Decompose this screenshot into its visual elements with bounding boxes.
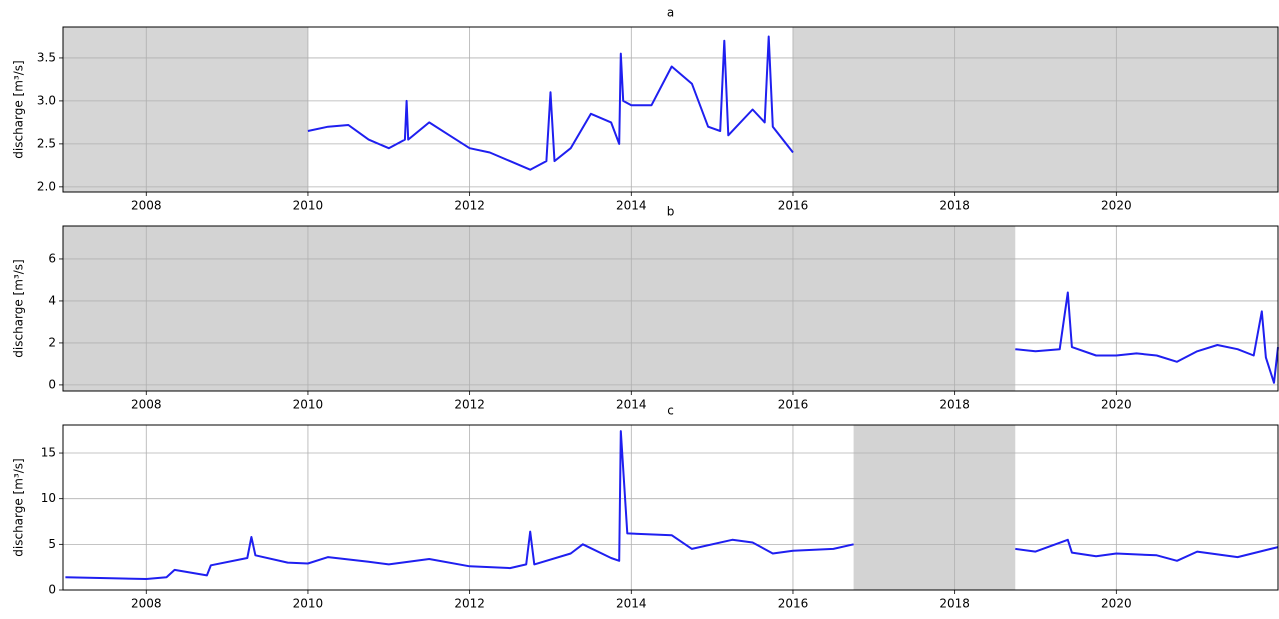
x-tick-label: 2014 (616, 398, 647, 412)
axes-frame (62, 225, 1279, 392)
x-tick-label: 2016 (778, 398, 809, 412)
y-tick-label: 10 (41, 491, 56, 505)
x-tick-label: 2008 (131, 597, 162, 611)
y-tick-label: 15 (41, 446, 56, 460)
x-tick-label: 2012 (454, 597, 485, 611)
y-tick-label: 0 (48, 583, 56, 597)
panel-title: c (667, 404, 674, 418)
y-tick-label: 4 (48, 293, 56, 307)
shaded-span (63, 27, 308, 192)
y-tick-label: 0 (48, 377, 56, 391)
axes-frame (62, 26, 1279, 193)
shaded-span (792, 27, 1278, 192)
shaded-span (853, 425, 1016, 590)
x-tick-label: 2016 (778, 597, 809, 611)
data-line (65, 430, 1279, 580)
x-tick-label: 2010 (293, 398, 324, 412)
y-axis-label: discharge [m³/s] (12, 458, 26, 556)
x-tick-label: 2018 (939, 597, 970, 611)
data-line (1015, 291, 1279, 384)
x-tick-label: 2014 (616, 199, 647, 213)
x-tick-label: 2008 (131, 199, 162, 213)
data-line (307, 35, 794, 171)
panel-title: a (667, 6, 674, 20)
y-tick-label: 6 (48, 251, 56, 265)
x-tick-label: 2020 (1101, 398, 1132, 412)
shaded-span (63, 226, 1016, 391)
y-tick-label: 3.0 (37, 93, 56, 107)
x-tick-label: 2014 (616, 597, 647, 611)
x-tick-label: 2020 (1101, 199, 1132, 213)
y-axis-label: discharge [m³/s] (12, 60, 26, 158)
panel-title: b (667, 205, 675, 219)
x-tick-label: 2018 (939, 199, 970, 213)
y-tick-label: 2.5 (37, 136, 56, 150)
x-tick-label: 2016 (778, 199, 809, 213)
x-tick-label: 2012 (454, 398, 485, 412)
axes-frame (62, 424, 1279, 591)
x-tick-label: 2010 (293, 199, 324, 213)
y-tick-label: 5 (48, 537, 56, 551)
x-tick-label: 2008 (131, 398, 162, 412)
x-tick-label: 2020 (1101, 597, 1132, 611)
x-tick-label: 2018 (939, 398, 970, 412)
y-tick-label: 2.0 (37, 179, 56, 193)
y-axis-label: discharge [m³/s] (12, 259, 26, 357)
x-tick-label: 2012 (454, 199, 485, 213)
y-tick-label: 3.5 (37, 50, 56, 64)
x-tick-label: 2010 (293, 597, 324, 611)
y-tick-label: 2 (48, 335, 56, 349)
